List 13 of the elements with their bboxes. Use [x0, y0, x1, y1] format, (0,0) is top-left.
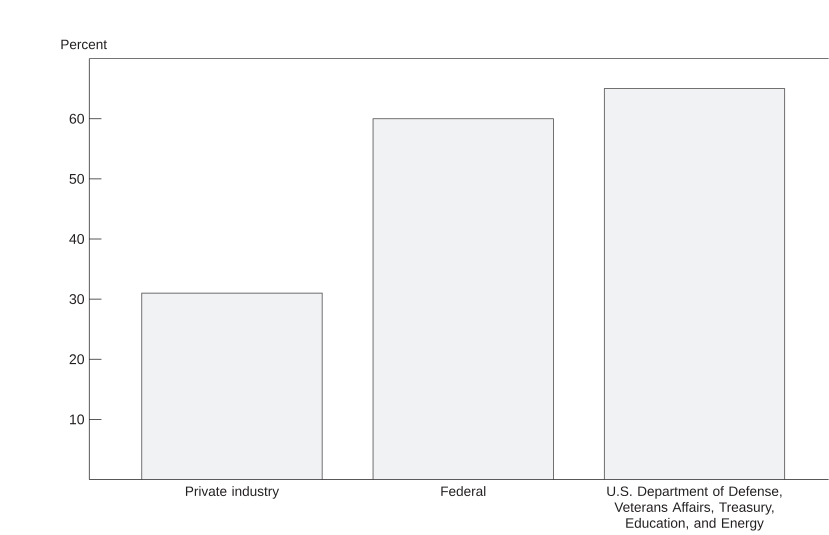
bar: [372, 118, 554, 480]
y-tick-label: 50: [70, 174, 84, 184]
bar: [141, 292, 323, 480]
y-tick-label: 10: [70, 414, 84, 424]
x-tick-label: Private industry: [186, 486, 280, 499]
x-tick-label: U.S. Department of Defense, Veterans Affairs, Treasury, Education, and Energy: [607, 486, 782, 531]
y-tick-label: 40: [69, 234, 84, 244]
y-tick-label: 30: [69, 294, 84, 304]
y-axis-title: Percent: [61, 40, 107, 50]
y-tick-label: 20: [70, 354, 84, 364]
bar: [604, 88, 786, 480]
x-tick-label: Federal: [441, 486, 486, 496]
y-tick-label: 60: [70, 114, 84, 124]
